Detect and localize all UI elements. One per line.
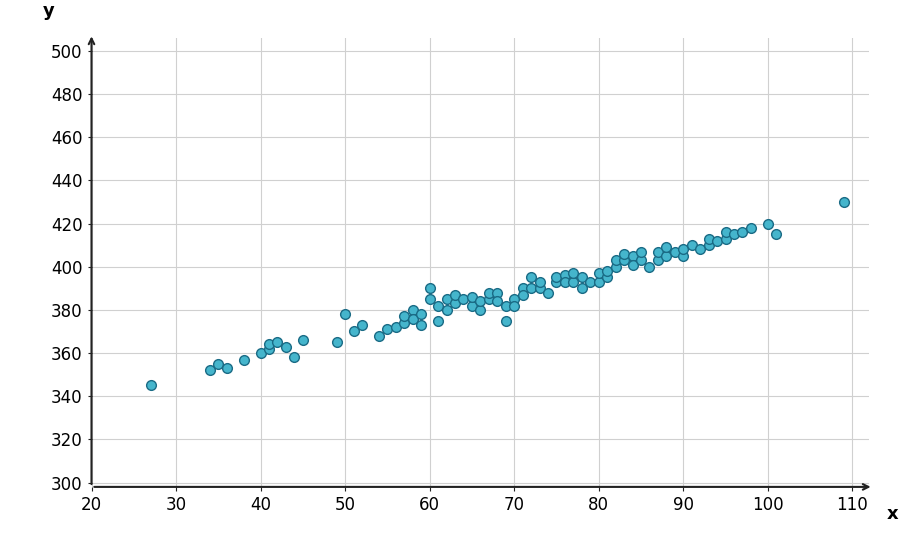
Point (600, 267, 615, 275)
Point (735, 228, 749, 236)
Point (439, 306, 454, 314)
Point (617, 249, 631, 258)
Point (423, 295, 437, 304)
Point (533, 278, 547, 286)
Point (701, 234, 716, 243)
Point (431, 301, 446, 310)
Point (144, 381, 158, 390)
Point (380, 325, 394, 334)
Point (405, 306, 420, 314)
Point (727, 230, 741, 239)
Point (481, 295, 496, 304)
Point (625, 260, 640, 269)
Point (718, 234, 733, 243)
Point (270, 338, 285, 347)
Point (557, 271, 572, 280)
Point (447, 291, 462, 299)
Point (523, 273, 538, 282)
Point (262, 340, 276, 349)
Point (523, 284, 538, 293)
Point (346, 327, 361, 336)
Point (591, 278, 606, 286)
Point (296, 336, 310, 345)
Point (507, 301, 522, 310)
Point (465, 301, 479, 310)
Point (397, 319, 412, 327)
Point (634, 256, 649, 265)
Point (718, 228, 733, 236)
Point (608, 256, 623, 265)
Point (566, 278, 581, 286)
Point (651, 256, 665, 265)
Point (389, 323, 404, 332)
Point (676, 245, 691, 254)
Point (431, 316, 446, 325)
Point (591, 269, 606, 278)
Point (625, 252, 640, 260)
Point (473, 306, 488, 314)
Point (371, 332, 386, 340)
Point (760, 219, 775, 228)
Point (533, 284, 547, 293)
Point (355, 321, 370, 329)
Point (278, 342, 293, 351)
Point (473, 297, 488, 306)
Point (414, 310, 428, 319)
Point (490, 288, 504, 297)
Point (684, 241, 699, 249)
Point (693, 245, 707, 254)
Point (836, 197, 851, 206)
Point (211, 360, 226, 368)
Point (515, 284, 530, 293)
Point (659, 243, 673, 252)
Point (447, 299, 462, 308)
Point (490, 297, 504, 306)
Point (769, 230, 783, 239)
Point (701, 241, 716, 249)
Point (676, 252, 691, 260)
Y-axis label: y: y (43, 2, 55, 20)
Point (499, 301, 513, 310)
Point (642, 262, 657, 271)
Point (338, 310, 352, 319)
Point (423, 284, 437, 293)
Point (710, 236, 725, 245)
Point (329, 338, 344, 347)
Point (262, 345, 276, 353)
Point (397, 312, 412, 321)
Point (499, 316, 513, 325)
Point (253, 349, 268, 358)
Point (507, 295, 522, 304)
Point (202, 366, 217, 375)
Point (608, 262, 623, 271)
Point (651, 247, 665, 256)
Point (287, 353, 302, 362)
Point (439, 295, 454, 304)
Point (617, 256, 631, 265)
Point (575, 284, 589, 293)
X-axis label: x: x (887, 505, 899, 523)
Point (557, 278, 572, 286)
Point (583, 278, 597, 286)
Point (634, 247, 649, 256)
Point (575, 273, 589, 282)
Point (220, 364, 234, 373)
Point (515, 291, 530, 299)
Point (667, 247, 682, 256)
Point (236, 355, 251, 364)
Point (405, 314, 420, 323)
Point (541, 288, 555, 297)
Point (549, 278, 564, 286)
Point (659, 252, 673, 260)
Point (600, 273, 615, 282)
Point (481, 288, 496, 297)
Point (744, 223, 759, 232)
Point (465, 293, 479, 301)
Point (549, 273, 564, 282)
Point (414, 321, 428, 329)
Point (566, 269, 581, 278)
Point (457, 295, 471, 304)
